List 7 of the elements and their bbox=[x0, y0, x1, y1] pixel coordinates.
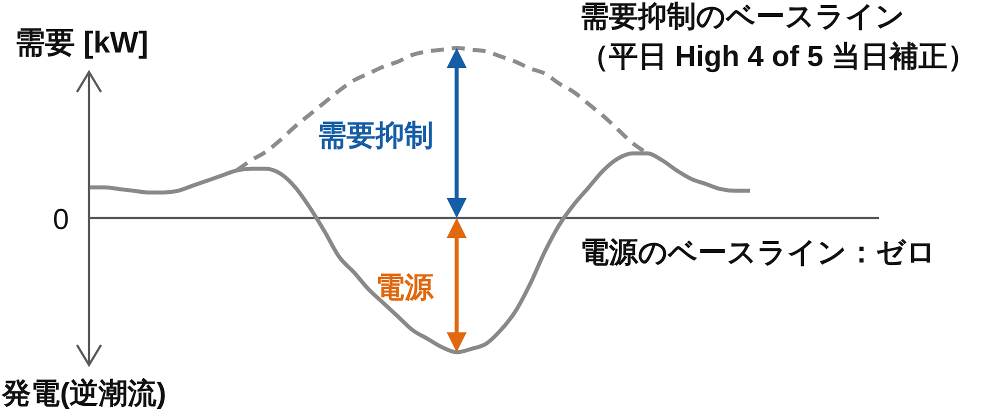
ylabel: 需要 [kW] bbox=[15, 26, 148, 60]
annotation: 0 bbox=[52, 204, 69, 236]
annotation-text: 電源 bbox=[376, 272, 434, 304]
annotation: 発電(逆潮流) bbox=[2, 378, 166, 410]
annotation-text: 需要抑制 bbox=[318, 120, 434, 152]
ref-label: 電源のベースライン：ゼロ bbox=[580, 237, 936, 269]
series-name: 需要抑制のベースライン（平日 High 4 of 5 当日補正） bbox=[580, 1, 976, 73]
